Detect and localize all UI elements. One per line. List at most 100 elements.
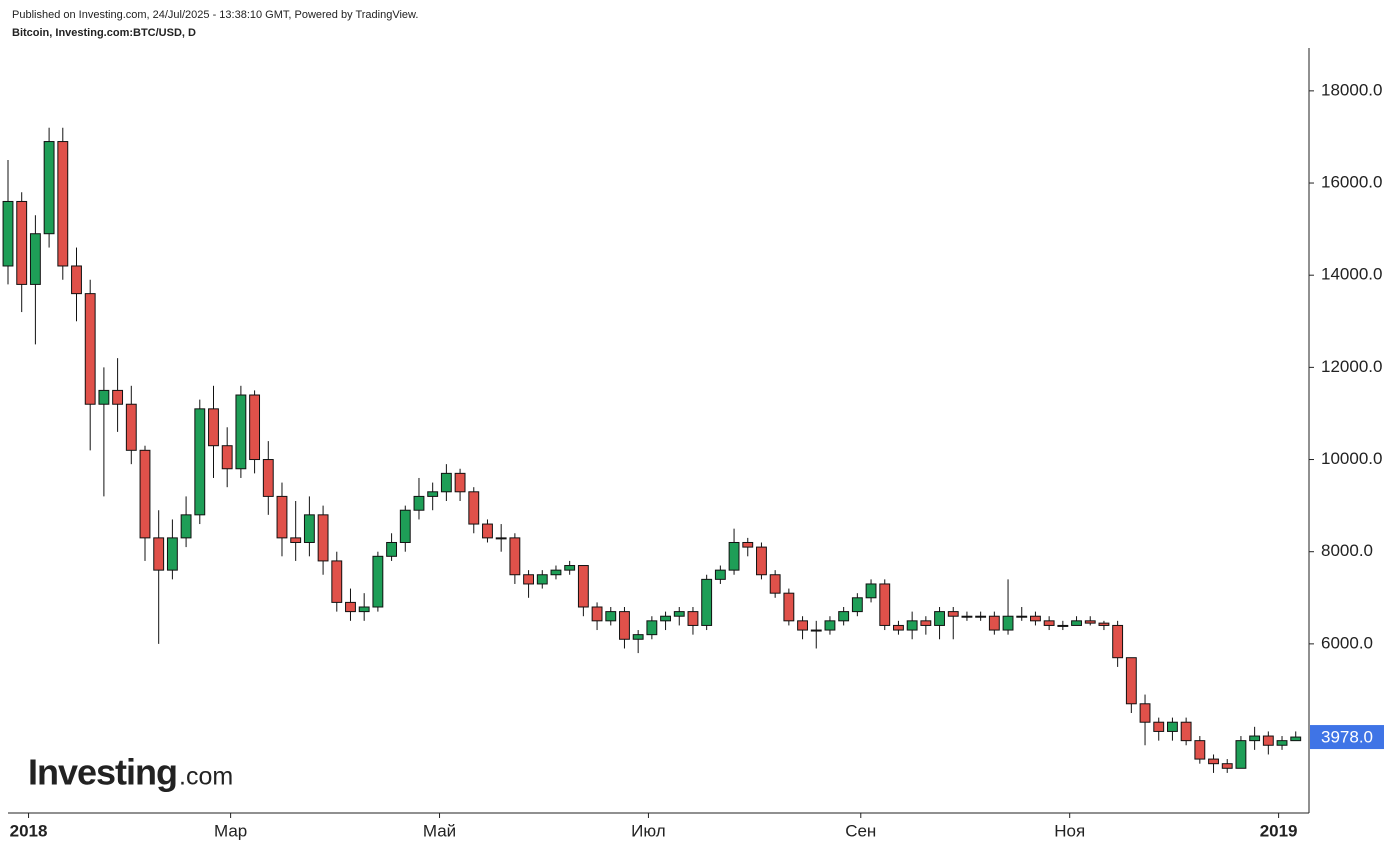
candle-body	[125, 403, 137, 451]
x-tick-label: Май	[423, 821, 456, 840]
candle-body	[1016, 615, 1028, 618]
candle-body	[331, 560, 343, 603]
candle-body	[43, 141, 55, 235]
last-price-box	[1310, 725, 1384, 750]
y-tick-label: 8000.0	[1321, 541, 1373, 560]
candle-body	[1290, 736, 1302, 742]
candle-body	[180, 514, 192, 539]
candle-body	[153, 537, 165, 571]
candle-body	[468, 491, 480, 525]
candle-body	[71, 265, 82, 295]
x-tick-label: Сен	[845, 821, 876, 840]
candle-body	[1030, 615, 1041, 622]
candle-body	[961, 615, 973, 618]
candle-body	[714, 569, 726, 580]
candle-body	[701, 578, 713, 626]
candle-body	[660, 615, 671, 622]
candle-body	[1221, 763, 1233, 769]
candle-body	[879, 583, 891, 626]
candle-body	[797, 620, 808, 631]
candle-body	[290, 537, 302, 543]
candle-body	[208, 408, 219, 447]
candle-body	[112, 389, 124, 405]
candle-body	[16, 200, 28, 285]
candle-body	[988, 615, 1000, 631]
candle-body	[947, 611, 959, 617]
candle-body	[742, 541, 754, 548]
y-tick-label: 14000.0	[1321, 265, 1382, 284]
candle-body	[523, 574, 535, 585]
candle-body	[1180, 721, 1192, 742]
candle-body	[84, 293, 96, 405]
candle-body	[358, 606, 370, 613]
candle-body	[386, 541, 398, 557]
candle-body	[98, 389, 110, 405]
candle-body	[495, 537, 507, 540]
candle-body	[673, 611, 685, 617]
candle-body	[427, 491, 439, 497]
candle-body	[1153, 721, 1165, 732]
x-tick-label: Ноя	[1054, 821, 1085, 840]
candle-body	[810, 629, 822, 632]
candle-body	[536, 574, 548, 585]
candle-body	[372, 555, 384, 608]
candle-body	[632, 634, 644, 640]
y-tick-label: 18000.0	[1321, 80, 1382, 99]
y-tick-label: 16000.0	[1321, 173, 1382, 192]
published-note: Published on Investing.com, 24/Jul/2025 …	[12, 9, 418, 21]
candle-body	[440, 472, 452, 493]
candle-body	[906, 620, 918, 631]
candle-body	[1249, 735, 1261, 742]
candle-body	[1167, 721, 1178, 732]
candle-body	[783, 592, 795, 622]
candle-body	[482, 523, 493, 539]
candle-body	[194, 408, 206, 516]
x-tick-label: Июл	[631, 821, 666, 840]
candle-body	[1208, 758, 1219, 765]
candle-body	[838, 611, 850, 622]
candle-body	[262, 459, 274, 497]
candle-body	[1276, 740, 1288, 746]
brand-logo: Investing	[28, 752, 177, 793]
last-price-label: 3978.0	[1321, 728, 1373, 747]
candle-body	[2, 200, 14, 267]
x-tick-label: Мар	[214, 821, 247, 840]
candle-body	[1002, 615, 1014, 631]
candle-body	[57, 141, 69, 267]
candle-body	[29, 233, 41, 285]
candle-body	[1139, 703, 1151, 723]
candle-body	[413, 495, 425, 511]
candle-body	[934, 611, 945, 626]
candle-body	[756, 546, 767, 576]
candle-body	[619, 611, 630, 640]
candle-body	[646, 620, 658, 636]
candle-body	[303, 514, 315, 543]
y-tick-label: 12000.0	[1321, 357, 1382, 376]
candle-body	[605, 611, 617, 622]
candle-body	[139, 449, 151, 539]
candle-body	[454, 472, 466, 493]
candle-body	[687, 611, 699, 626]
candle-body	[509, 537, 521, 576]
candle-body	[865, 583, 877, 599]
candle-body	[317, 514, 329, 562]
candle-body	[1084, 620, 1096, 624]
candle-body	[591, 606, 603, 622]
candle-body	[975, 615, 987, 618]
candle-body	[235, 394, 247, 470]
candle-body	[276, 495, 288, 539]
brand-logo-suffix: .com	[179, 763, 233, 791]
candle-body	[577, 565, 589, 608]
x-tick-label: 2019	[1260, 821, 1298, 840]
candle-body	[1071, 620, 1082, 626]
candle-body	[166, 537, 178, 571]
candle-body	[920, 620, 932, 626]
symbol-label: Bitcoin, Investing.com:BTC/USD, D	[12, 27, 196, 39]
candle-body	[221, 445, 233, 470]
candle-body	[249, 394, 261, 461]
candle-body	[399, 509, 411, 543]
candle-body	[824, 620, 836, 631]
candle-body	[1194, 740, 1206, 760]
